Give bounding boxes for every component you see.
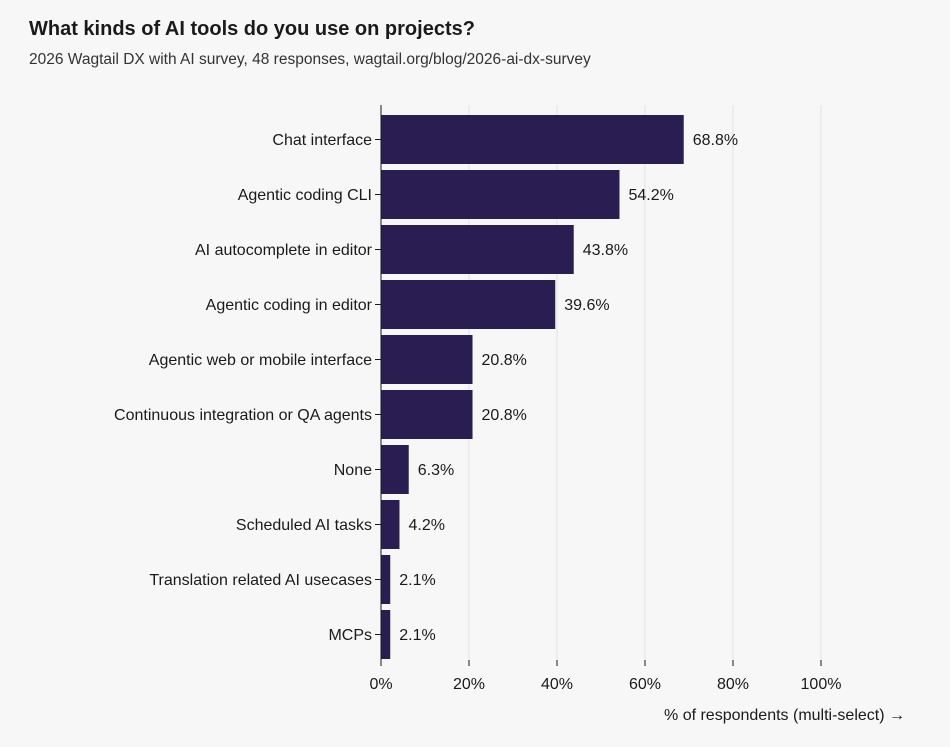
category-label: Scheduled AI tasks: [236, 517, 372, 534]
axes: 0% 20% 40% 60% 80% 100% % of respondents (mult…: [369, 105, 905, 724]
category-label: Chat interface: [272, 132, 372, 149]
category-label: AI autocomplete in editor: [195, 242, 373, 259]
value-label: 2.1%: [399, 627, 435, 644]
bar: [381, 115, 684, 164]
bar: [381, 390, 473, 439]
category-label: Translation related AI usecases: [149, 572, 372, 589]
value-label: 39.6%: [564, 297, 609, 314]
category-label: Agentic web or mobile interface: [149, 352, 372, 369]
x-tick-label: 0%: [369, 676, 392, 693]
bar: [381, 170, 620, 219]
category-label: Agentic coding in editor: [206, 297, 373, 314]
bar: [381, 225, 574, 274]
value-label: 20.8%: [482, 352, 527, 369]
bar: [381, 335, 473, 384]
value-label: 20.8%: [482, 407, 527, 424]
value-label: 2.1%: [399, 572, 435, 589]
value-label: 68.8%: [693, 132, 738, 149]
bar: [381, 500, 400, 549]
category-label: MCPs: [328, 627, 372, 644]
x-tick-label: 20%: [453, 676, 485, 693]
chart-title: What kinds of AI tools do you use on pro…: [29, 18, 475, 40]
category-label: None: [334, 462, 372, 479]
x-axis-title: % of respondents (multi-select) →: [664, 707, 905, 724]
bars: [381, 115, 684, 659]
category-label: Continuous integration or QA agents: [114, 407, 372, 424]
x-tick-label: 40%: [541, 676, 573, 693]
x-tick-label: 60%: [629, 676, 661, 693]
bar: [381, 280, 556, 329]
bar: [381, 555, 391, 604]
category-label: Agentic coding CLI: [238, 187, 372, 204]
value-label: 4.2%: [408, 517, 444, 534]
bar: [381, 445, 409, 494]
value-label: 43.8%: [583, 242, 628, 259]
chart-subtitle: 2026 Wagtail DX with AI survey, 48 respo…: [29, 51, 591, 68]
x-tick-label: 100%: [801, 676, 842, 693]
labels: Chat interface 68.8% Agentic coding CLI 54.…: [114, 132, 738, 644]
value-label: 6.3%: [418, 462, 454, 479]
value-label: 54.2%: [628, 187, 673, 204]
bar: [381, 610, 391, 659]
x-tick-label: 80%: [717, 676, 749, 693]
